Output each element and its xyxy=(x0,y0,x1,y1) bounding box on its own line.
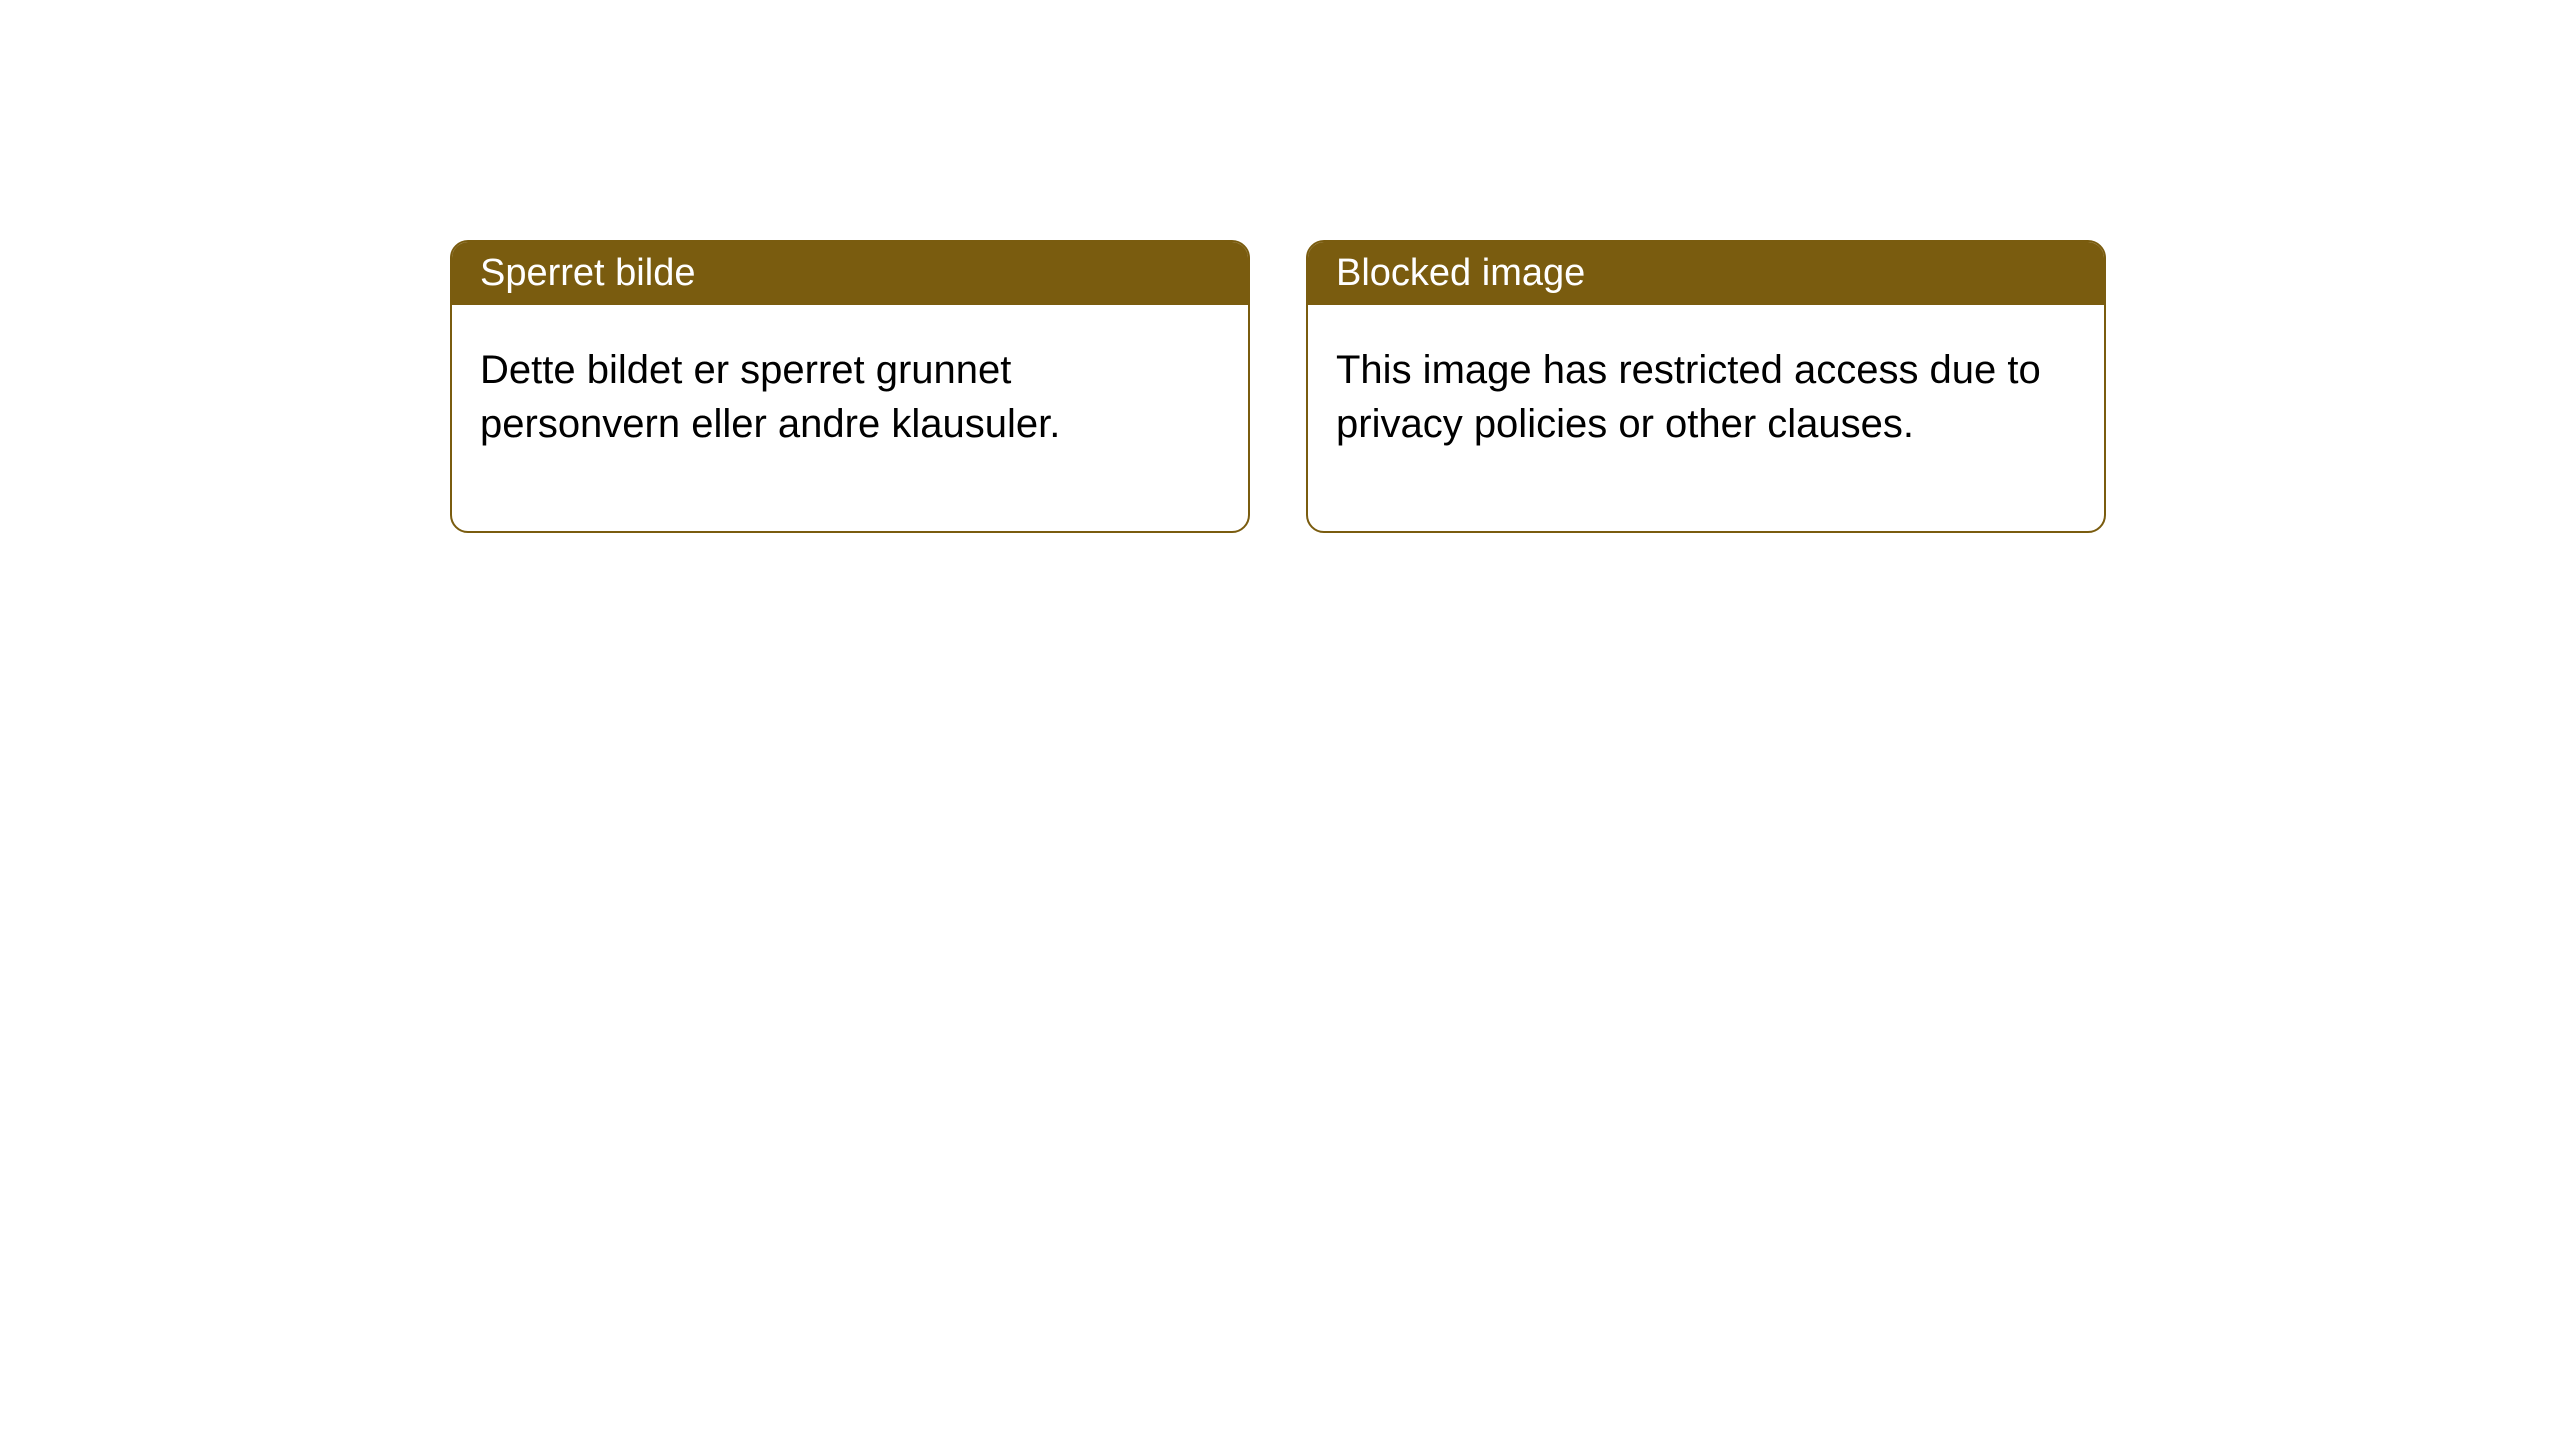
notice-container: Sperret bilde Dette bildet er sperret gr… xyxy=(450,240,2106,533)
card-body: Dette bildet er sperret grunnet personve… xyxy=(452,305,1248,531)
card-body-text: This image has restricted access due to … xyxy=(1336,348,2041,446)
card-header: Blocked image xyxy=(1308,242,2104,305)
card-title: Sperret bilde xyxy=(480,252,695,294)
card-body-text: Dette bildet er sperret grunnet personve… xyxy=(480,348,1060,446)
notice-card-english: Blocked image This image has restricted … xyxy=(1306,240,2106,533)
card-title: Blocked image xyxy=(1336,252,1585,294)
card-body: This image has restricted access due to … xyxy=(1308,305,2104,531)
notice-card-norwegian: Sperret bilde Dette bildet er sperret gr… xyxy=(450,240,1250,533)
card-header: Sperret bilde xyxy=(452,242,1248,305)
